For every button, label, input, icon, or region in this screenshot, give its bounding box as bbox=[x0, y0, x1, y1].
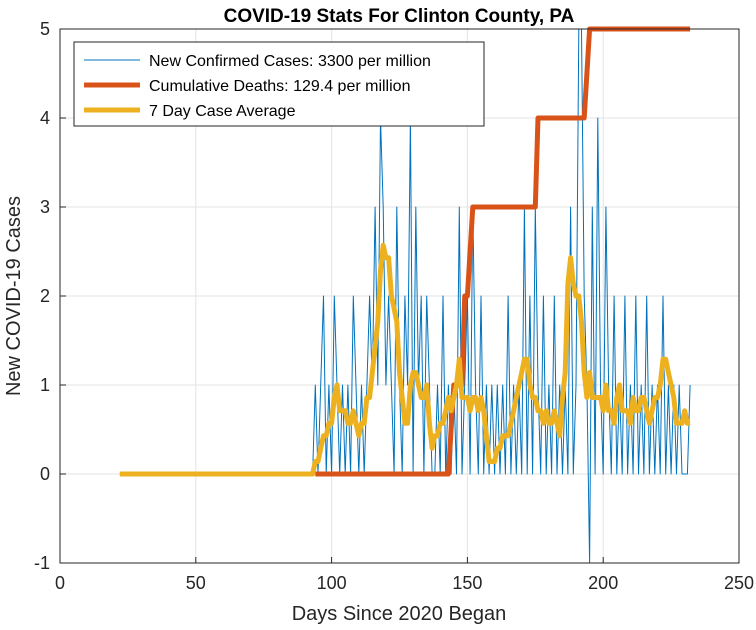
y-tick-label: -1 bbox=[34, 553, 50, 573]
x-axis-label: Days Since 2020 Began bbox=[292, 603, 507, 625]
y-tick-label: 5 bbox=[40, 19, 50, 39]
legend-entry: Cumulative Deaths: 129.4 per million bbox=[149, 78, 410, 95]
x-tick-label: 50 bbox=[186, 573, 206, 593]
y-tick-label: 4 bbox=[40, 108, 50, 128]
legend: New Confirmed Cases: 3300 per million Cum… bbox=[73, 41, 485, 127]
x-tick-label: 100 bbox=[317, 573, 347, 593]
y-tick-label: 1 bbox=[40, 375, 50, 395]
y-axis-label: New COVID-19 Cases bbox=[3, 196, 25, 396]
x-tick-label: 250 bbox=[724, 573, 754, 593]
x-tick-label: 200 bbox=[588, 573, 618, 593]
legend-box bbox=[73, 41, 485, 127]
y-tick-label: 3 bbox=[40, 197, 50, 217]
legend-entry: New Confirmed Cases: 3300 per million bbox=[149, 53, 431, 70]
legend-entry: 7 Day Case Average bbox=[149, 103, 296, 120]
seven-day-average-line bbox=[119, 242, 691, 477]
y-tick-label: 2 bbox=[40, 286, 50, 306]
plot-frame bbox=[59, 28, 740, 564]
series-layer bbox=[119, 26, 691, 564]
x-tick-label: 150 bbox=[452, 573, 482, 593]
chart-title: COVID-19 Stats For Clinton County, PA bbox=[224, 6, 575, 27]
y-tick-label: 0 bbox=[40, 464, 50, 484]
x-tick-label: 0 bbox=[55, 573, 65, 593]
